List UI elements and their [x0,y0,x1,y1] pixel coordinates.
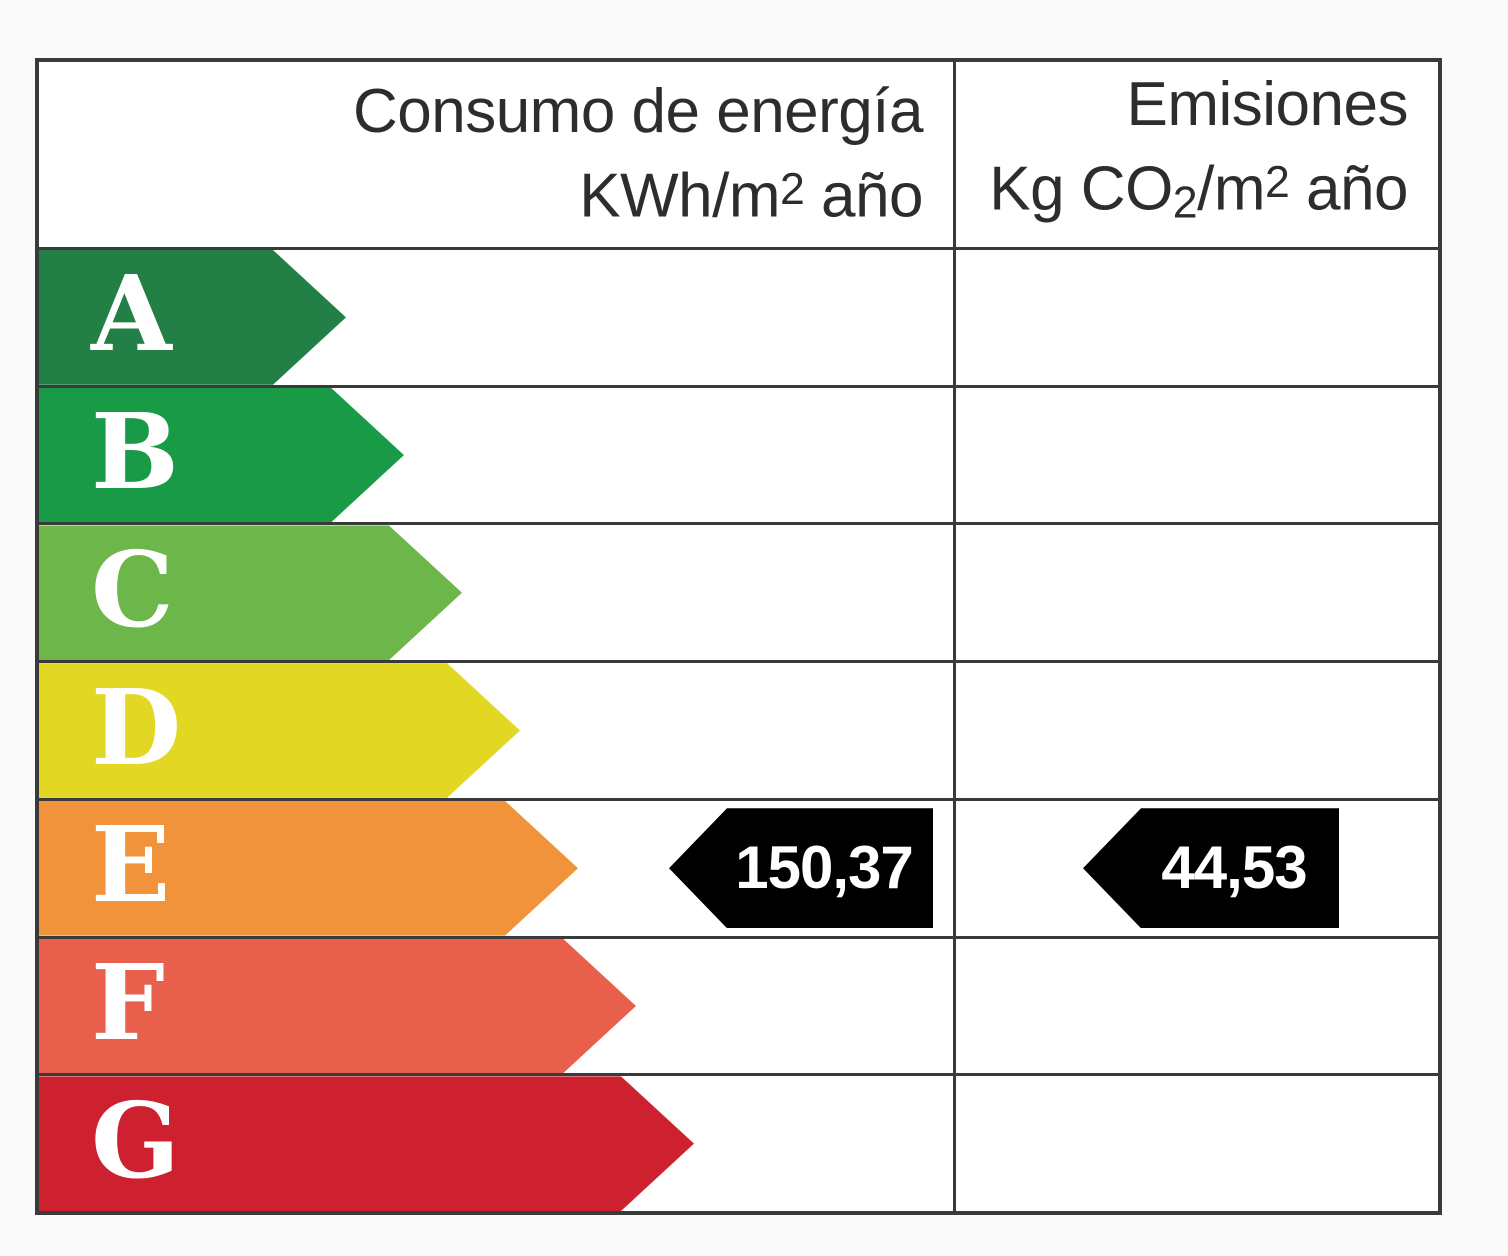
rating-arrow-d: D [39,663,520,798]
rating-letter-b: B [91,390,179,514]
rating-arrow-a: A [39,250,346,385]
rating-row-d: D [39,660,1438,798]
rating-letter-e: E [91,803,171,927]
rating-arrow-e: E [39,801,578,936]
rating-letter-d: D [91,665,182,789]
emissions-value-arrow: 44,53 [1083,808,1339,929]
energy-column-title: Consumo de energía [352,77,924,147]
consumption-value-arrow: 150,37 [669,808,933,929]
rating-row-e: E 150,37 44,53 [39,797,1438,936]
rating-row-g: G [39,1073,1438,1212]
rating-arrow-c: C [39,525,462,660]
rating-letter-a: A [91,252,172,376]
rating-letter-g: G [91,1078,180,1202]
rating-row-a: A [39,250,1438,385]
energy-column-unit: KWh/m2 año [579,161,923,231]
emissions-column-unit: Kg CO2/m2 año [989,154,1408,228]
emissions-column-header: Emisiones Kg CO2/m2 año [953,62,1438,247]
rating-arrow-g: G [39,1076,694,1211]
rating-letter-f: F [91,940,165,1064]
rating-rows: A B C D E [39,250,1438,1212]
rating-row-f: F [39,935,1438,1074]
rating-letter-c: C [91,527,174,651]
table-header: Consumo de energía KWh/m2 año Emisiones … [39,62,1438,250]
rating-arrow-b: B [39,388,404,523]
energy-column-header: Consumo de energía KWh/m2 año [39,62,953,247]
emissions-value: 44,53 [1161,834,1307,902]
consumption-value: 150,37 [735,834,914,902]
rating-arrow-f: F [39,939,636,1074]
column-divider-line [953,62,956,1211]
rating-row-c: C [39,522,1438,661]
rating-row-b: B [39,384,1438,523]
emissions-column-title: Emisiones [1126,70,1409,140]
rating-table: Consumo de energía KWh/m2 año Emisiones … [35,58,1442,1215]
